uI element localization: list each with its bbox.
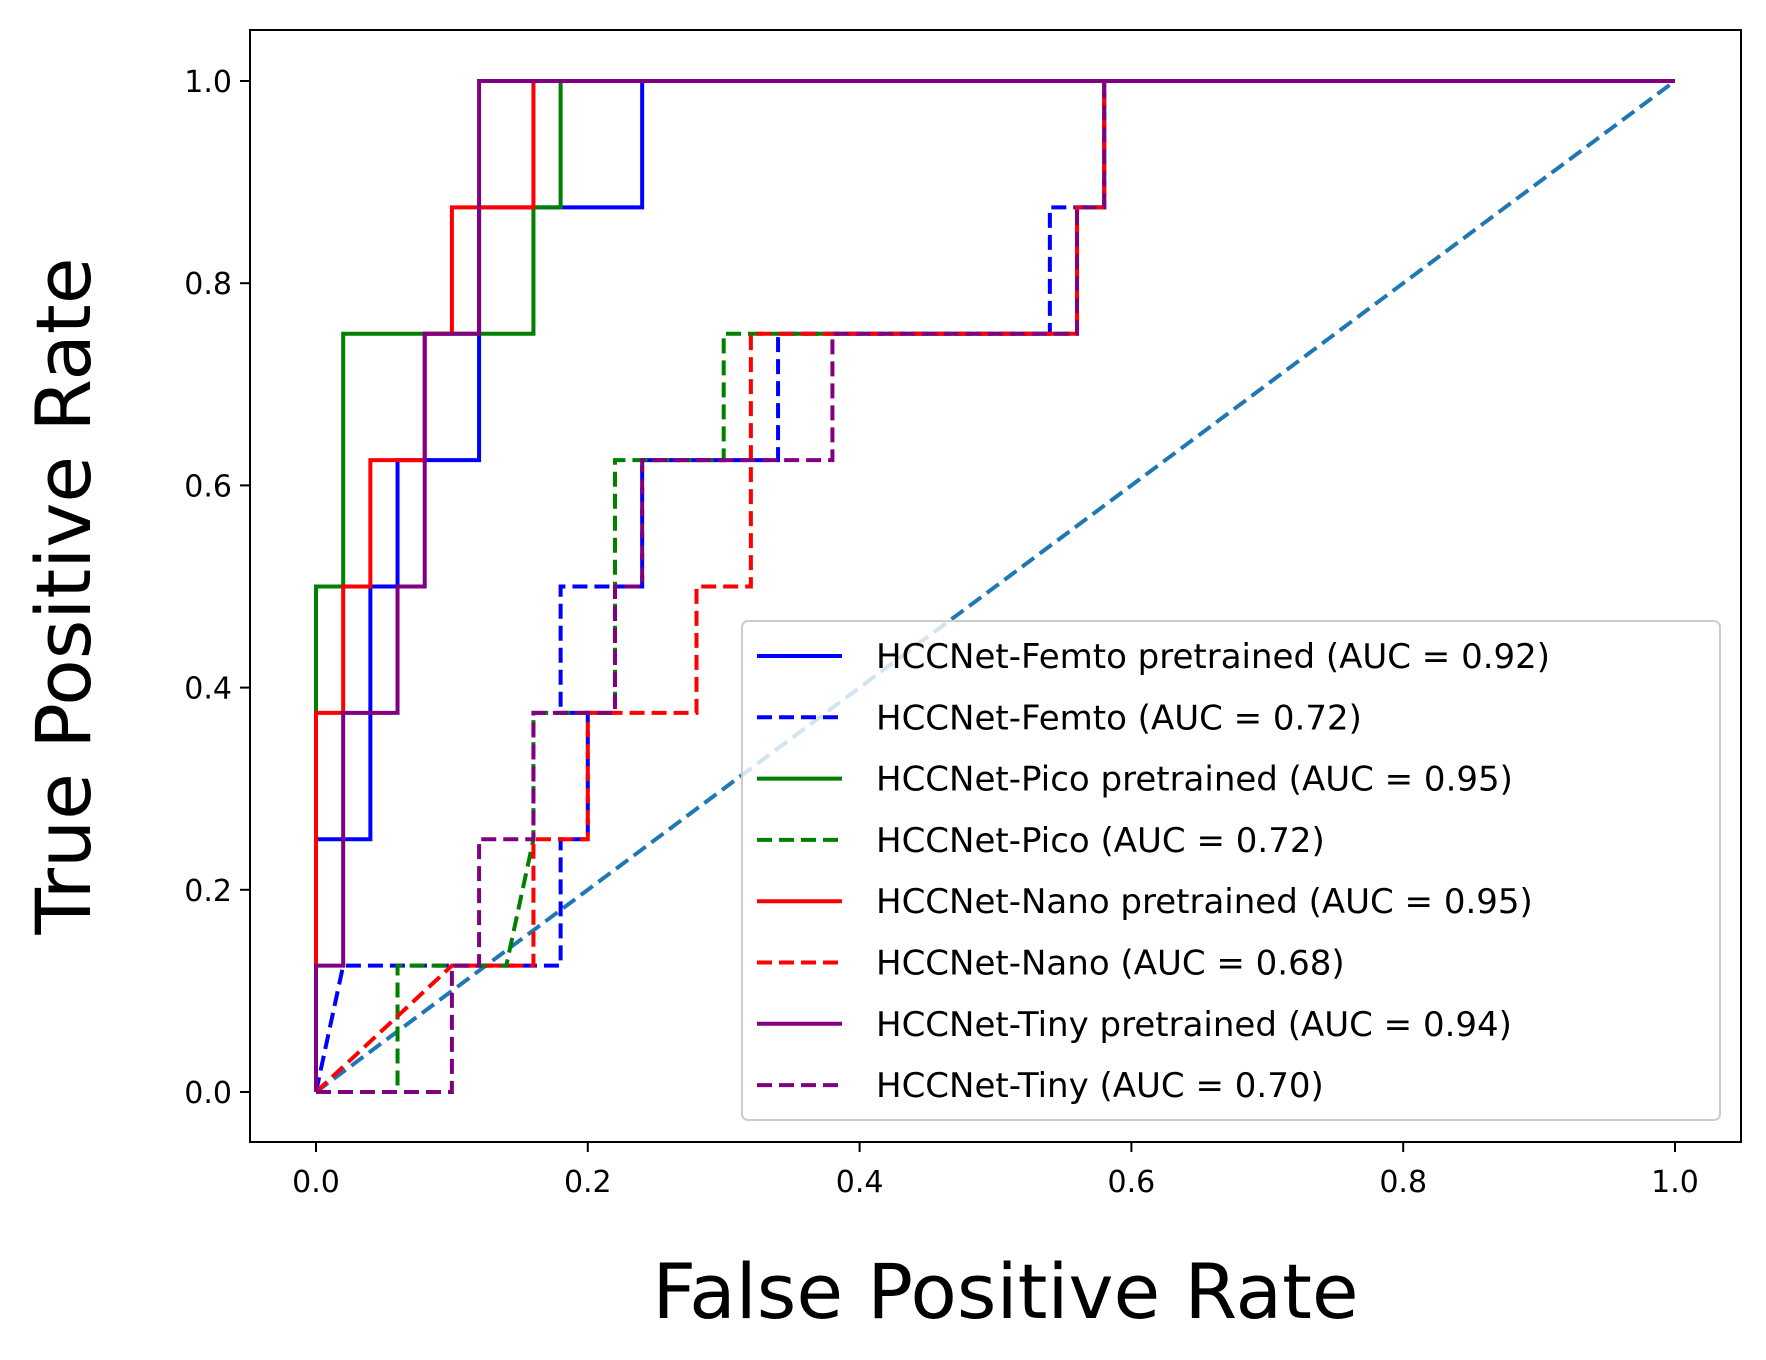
x-tick-label-3: 0.6 (1108, 1165, 1156, 1200)
y-tick-label-2: 0.4 (184, 672, 232, 707)
series-line-6 (314, 79, 1675, 1092)
legend-box (741, 620, 1721, 1121)
y-tick-label-5: 1.0 (184, 65, 232, 100)
legend-label-4: HCCNet-Nano pretrained (AUC = 0.95) (876, 882, 1533, 922)
axes: 0.0 0.2 0.4 0.6 0.8 1.0 0.0 0.2 0.4 0.6 0.8 1.0 (184, 29, 1742, 1200)
legend-label-5: HCCNet-Nano (AUC = 0.68) (876, 944, 1345, 984)
legend-label-3: HCCNet-Pico (AUC = 0.72) (876, 821, 1325, 861)
series-line-5 (314, 79, 1675, 1094)
y-tick-label-3: 0.6 (184, 469, 232, 504)
y-tick-label-0: 0.0 (184, 1076, 232, 1111)
series-line-7 (316, 79, 1675, 1094)
plot-frame (249, 29, 1742, 1143)
plot-area (314, 79, 1677, 1094)
x-tick-label-5: 1.0 (1651, 1165, 1699, 1200)
y-axis-title: True Positive Rate (19, 258, 108, 936)
reference-diagonal-line (314, 79, 1677, 1094)
x-tick-label-1: 0.2 (564, 1165, 612, 1200)
legend-label-6: HCCNet-Tiny pretrained (AUC = 0.94) (876, 1005, 1512, 1045)
y-tick-label-1: 0.2 (184, 874, 232, 909)
x-tick-label-4: 0.8 (1379, 1165, 1427, 1200)
legend: HCCNet-Femto pretrained (AUC = 0.92) HCCN… (741, 620, 1721, 1121)
series-line-2 (314, 79, 1675, 1092)
legend-label-7: HCCNet-Tiny (AUC = 0.70) (876, 1066, 1324, 1106)
y-tick-label-4: 0.8 (184, 267, 232, 302)
x-tick-label-2: 0.4 (836, 1165, 884, 1200)
legend-label-1: HCCNet-Femto (AUC = 0.72) (876, 698, 1362, 738)
x-tick-label-0: 0.0 (292, 1165, 340, 1200)
legend-label-0: HCCNet-Femto pretrained (AUC = 0.92) (876, 637, 1550, 677)
x-axis-title: False Positive Rate (652, 1247, 1358, 1336)
legend-label-2: HCCNet-Pico pretrained (AUC = 0.95) (876, 760, 1513, 800)
